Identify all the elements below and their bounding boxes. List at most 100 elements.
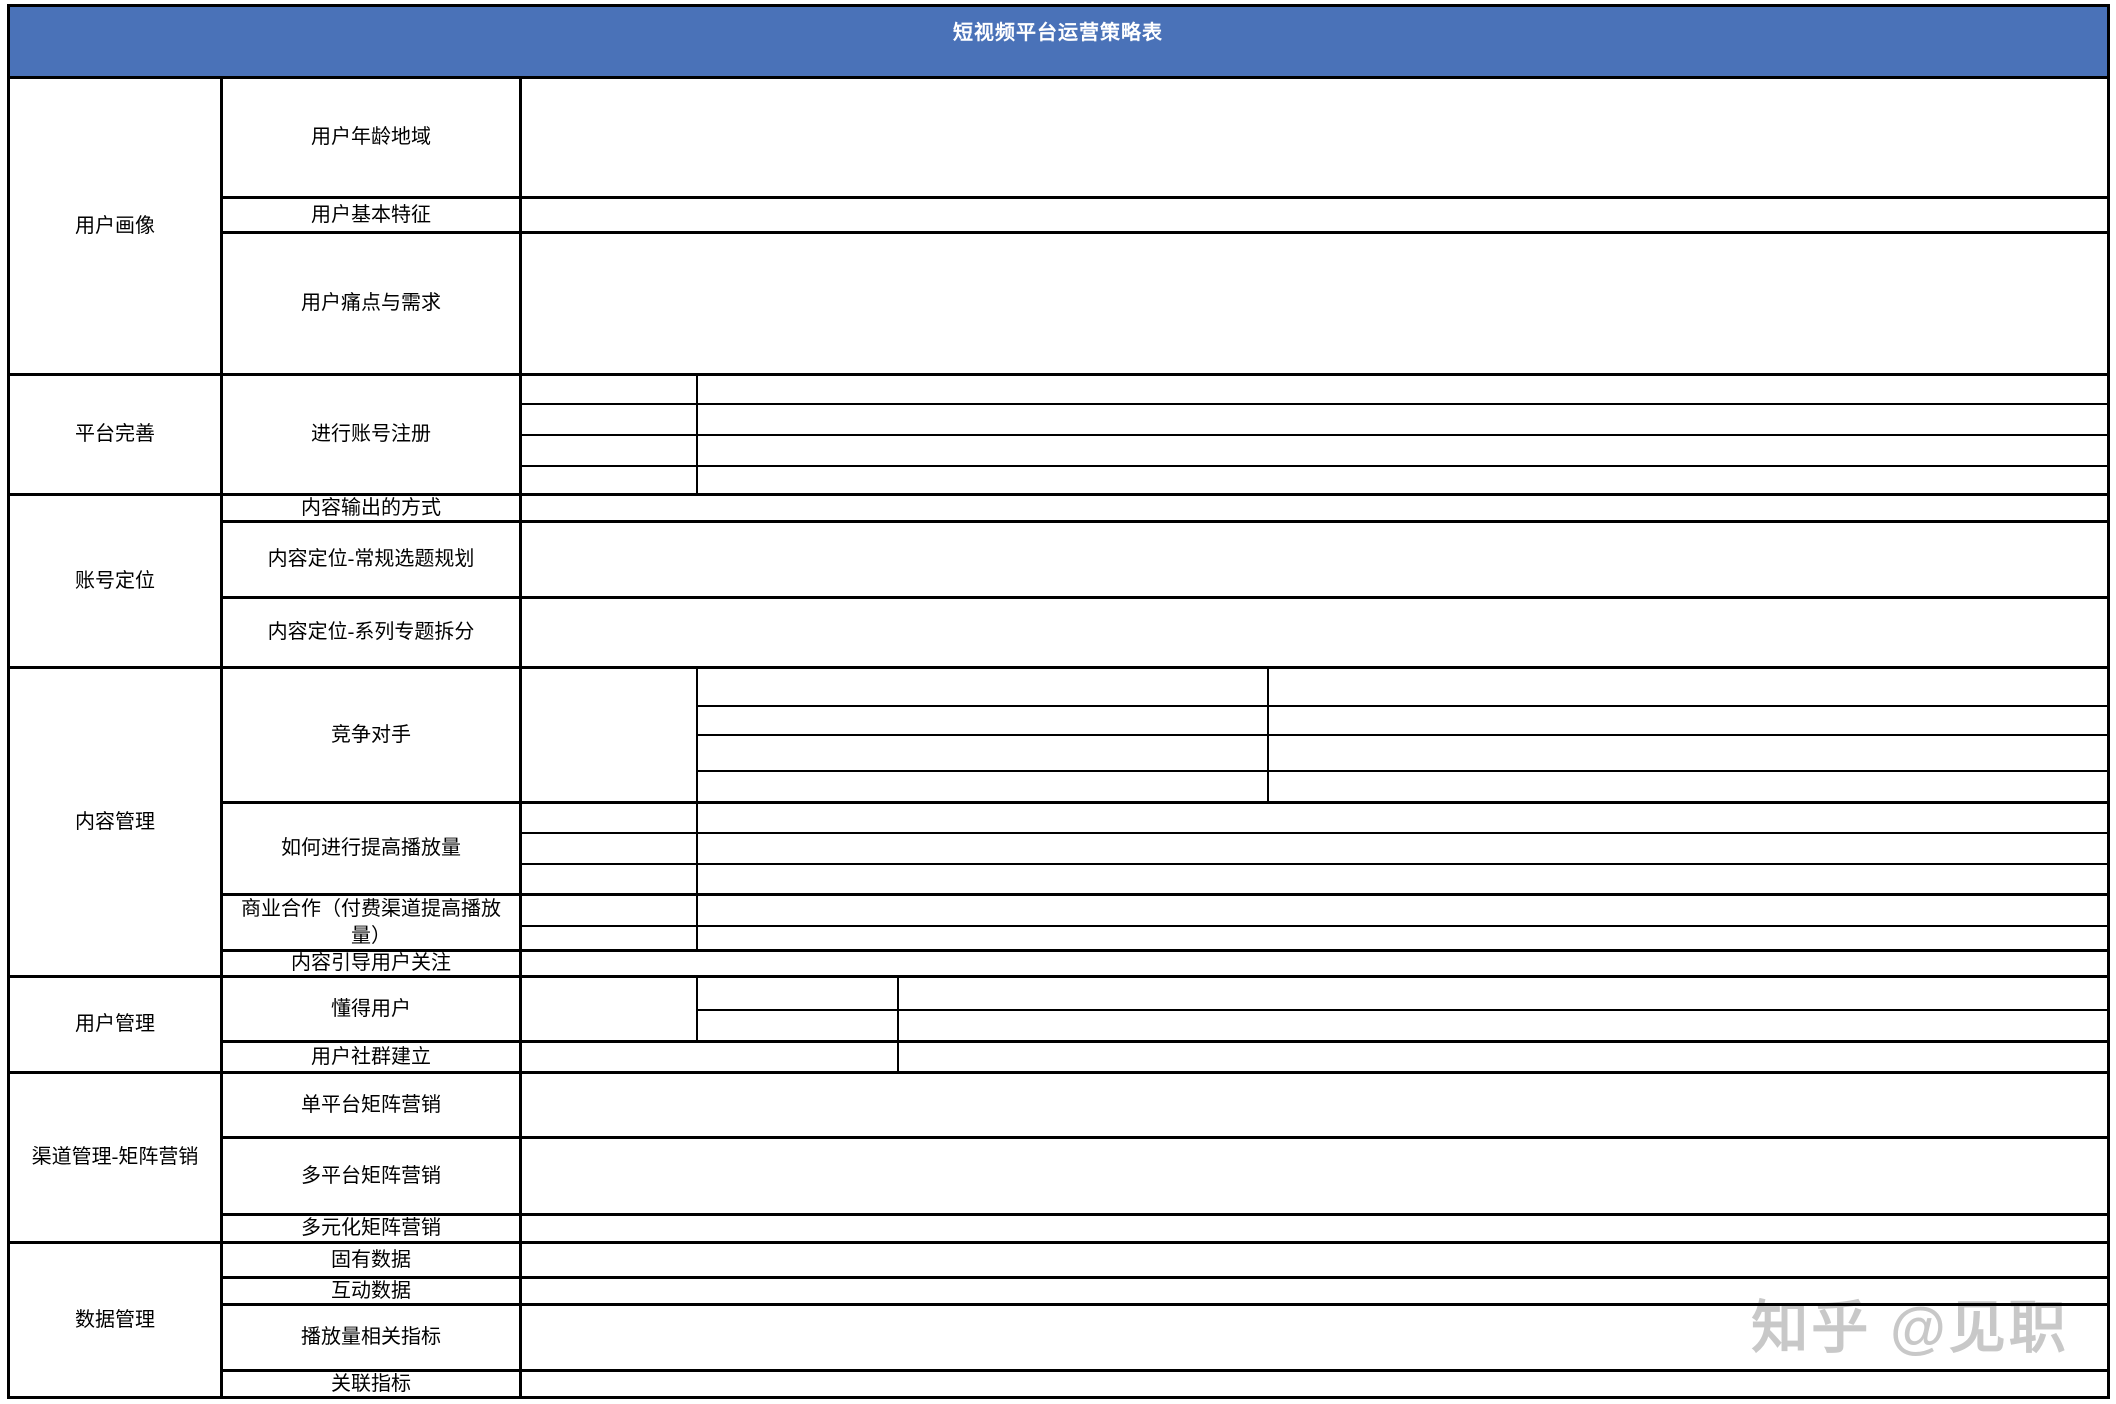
empty-cell — [522, 199, 2107, 231]
empty-cell — [522, 376, 696, 403]
empty-cell — [522, 467, 696, 493]
empty-cell — [522, 834, 696, 863]
grid-line — [696, 376, 698, 493]
grid-line — [1267, 666, 1269, 801]
empty-cell — [698, 405, 2107, 434]
empty-cell — [522, 234, 2107, 373]
grid-line — [519, 465, 2107, 467]
table-title: 短视频平台运营策略表 — [953, 22, 1163, 44]
empty-cell — [698, 804, 2107, 832]
empty-cell — [522, 927, 696, 949]
subcategory-cell: 单平台矩阵营销 — [301, 1093, 441, 1116]
grid-line — [696, 705, 2107, 707]
category-cell: 数据管理 — [75, 1308, 155, 1331]
subcategory-cell: 商业合作（付费渠道提高播放量） — [241, 897, 501, 947]
grid-line — [2107, 4, 2110, 1399]
subcategory-cell: 竞争对手 — [331, 723, 411, 746]
grid-line — [7, 1071, 2110, 1074]
empty-cell — [522, 804, 696, 832]
grid-line — [7, 76, 2110, 79]
grid-line — [220, 196, 2110, 199]
category-cell: 内容管理 — [75, 810, 155, 833]
grid-line — [696, 770, 2107, 772]
category-cell: 账号定位 — [75, 569, 155, 592]
grid-line — [220, 1040, 2110, 1043]
grid-line — [696, 975, 698, 1040]
category-cell: 平台完善 — [75, 423, 155, 445]
subcategory-cell: 用户社群建立 — [311, 1045, 431, 1068]
empty-cell — [522, 978, 696, 1040]
subcategory-cell: 内容定位-常规选题规划 — [267, 548, 475, 570]
subcategory-cell: 用户痛点与需求 — [301, 292, 441, 314]
empty-cell — [899, 978, 2107, 1009]
grid-line — [7, 493, 2110, 496]
subcategory-cell: 固有数据 — [331, 1248, 411, 1271]
empty-cell — [522, 1043, 897, 1071]
category-cell: 渠道管理-矩阵营销 — [31, 1146, 199, 1168]
subcategory-cell: 内容输出的方式 — [301, 496, 441, 519]
empty-cell — [1269, 707, 2107, 734]
empty-cell — [698, 467, 2107, 493]
table-title-bar — [8, 7, 2108, 76]
category-cell: 用户画像 — [75, 214, 155, 237]
grid-line — [519, 76, 522, 1399]
grid-line — [220, 1303, 2110, 1306]
grid-line — [220, 1276, 2110, 1279]
empty-cell — [522, 1139, 2107, 1213]
empty-cell — [1269, 669, 2107, 705]
subcategory-cell: 多平台矩阵营销 — [301, 1164, 441, 1187]
empty-cell — [522, 1074, 2107, 1136]
empty-cell — [522, 496, 2107, 520]
subcategory-cell: 内容引导用户关注 — [291, 952, 451, 974]
subcategory-cell: 内容定位-系列专题拆分 — [267, 621, 475, 643]
empty-cell — [522, 79, 2107, 196]
empty-cell — [522, 896, 696, 925]
empty-cell — [899, 1043, 2107, 1071]
grid-line — [696, 1009, 2107, 1011]
subcategory-cell: 用户年龄地域 — [311, 126, 431, 148]
subcategory-cell: 懂得用户 — [331, 997, 411, 1020]
grid-line — [220, 893, 2110, 896]
empty-cell — [698, 978, 897, 1009]
grid-line — [519, 434, 2107, 436]
category-cell: 用户管理 — [75, 1013, 155, 1035]
grid-line — [7, 666, 2110, 669]
empty-cell — [698, 772, 1267, 801]
empty-cell — [522, 436, 696, 465]
subcategory-cell: 多元化矩阵营销 — [301, 1217, 441, 1239]
grid-line — [7, 1396, 2110, 1399]
subcategory-cell: 播放量相关指标 — [301, 1326, 441, 1348]
grid-line — [519, 925, 2107, 927]
empty-cell — [698, 927, 2107, 949]
subcategory-cell: 互动数据 — [331, 1279, 411, 1302]
empty-cell — [899, 1011, 2107, 1040]
grid-line — [220, 1213, 2110, 1216]
empty-cell — [698, 865, 2107, 893]
empty-cell — [1269, 772, 2107, 801]
grid-line — [220, 596, 2110, 599]
empty-cell — [522, 952, 2107, 975]
empty-cell — [698, 896, 2107, 925]
empty-cell — [522, 669, 696, 801]
subcategory-cell: 进行账号注册 — [311, 423, 431, 445]
empty-cell — [522, 405, 696, 434]
grid-line — [696, 734, 2107, 736]
empty-cell — [698, 707, 1267, 734]
grid-line — [7, 373, 2110, 376]
empty-cell — [698, 736, 1267, 770]
grid-line — [220, 949, 2110, 952]
subcategory-cell: 如何进行提高播放量 — [281, 837, 461, 859]
grid-line — [897, 975, 899, 1071]
empty-cell — [522, 1216, 2107, 1241]
empty-cell — [698, 669, 1267, 705]
empty-cell — [698, 436, 2107, 465]
grid-line — [7, 4, 2110, 7]
grid-line — [519, 832, 2107, 834]
grid-line — [220, 231, 2110, 234]
grid-line — [220, 520, 2110, 523]
grid-line — [220, 801, 2110, 804]
grid-line — [696, 666, 698, 949]
empty-cell — [1269, 736, 2107, 770]
empty-cell — [522, 1279, 2107, 1303]
